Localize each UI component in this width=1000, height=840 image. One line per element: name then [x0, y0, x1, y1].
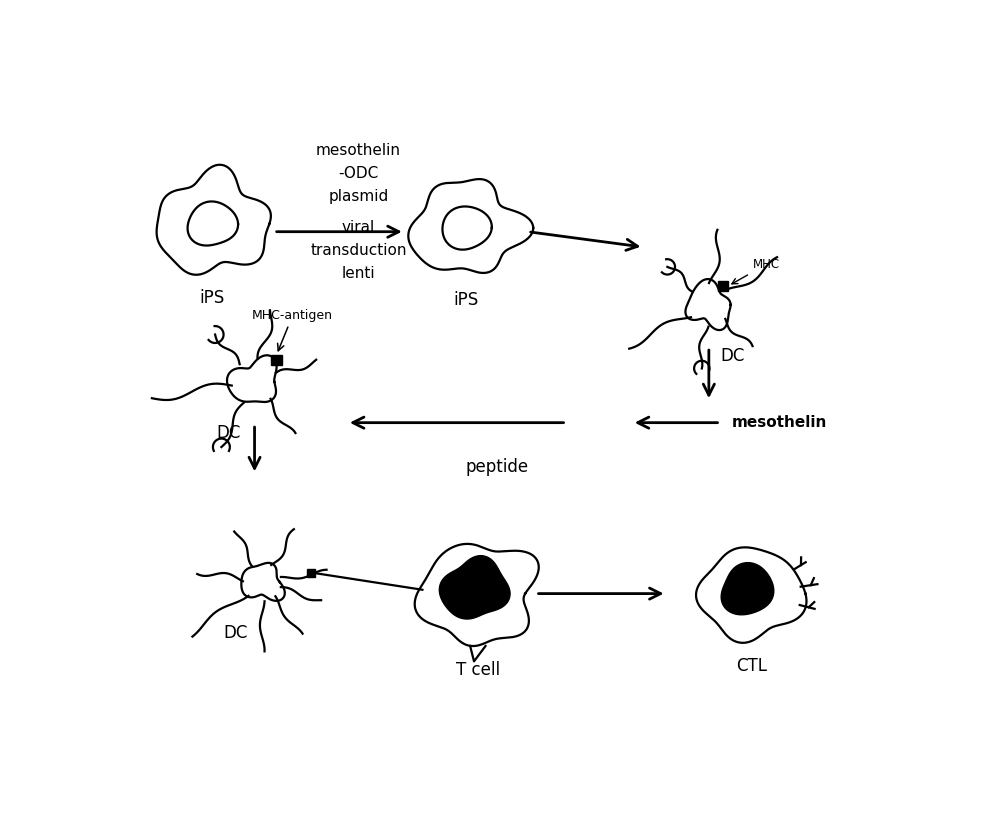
Text: T cell: T cell [456, 661, 500, 680]
Bar [718, 281, 728, 291]
Text: plasmid: plasmid [328, 189, 389, 204]
Text: MHC: MHC [732, 258, 780, 284]
Text: DC: DC [224, 624, 248, 643]
Bar [307, 569, 315, 577]
Text: DC: DC [216, 424, 240, 442]
Polygon shape [439, 556, 510, 619]
Text: mesothelin: mesothelin [316, 143, 401, 158]
Text: mesothelin: mesothelin [732, 415, 827, 430]
Text: transduction: transduction [310, 244, 407, 258]
Text: peptide: peptide [466, 458, 529, 475]
Text: DC: DC [720, 347, 745, 365]
Text: iPS: iPS [454, 291, 479, 309]
Polygon shape [721, 563, 774, 615]
Text: CTL: CTL [736, 657, 767, 675]
Bar [271, 354, 282, 365]
Text: lenti: lenti [342, 266, 375, 281]
Text: viral: viral [342, 220, 375, 235]
Text: -ODC: -ODC [338, 166, 379, 181]
Text: MHC-antigen: MHC-antigen [252, 309, 333, 351]
Text: iPS: iPS [200, 290, 225, 307]
